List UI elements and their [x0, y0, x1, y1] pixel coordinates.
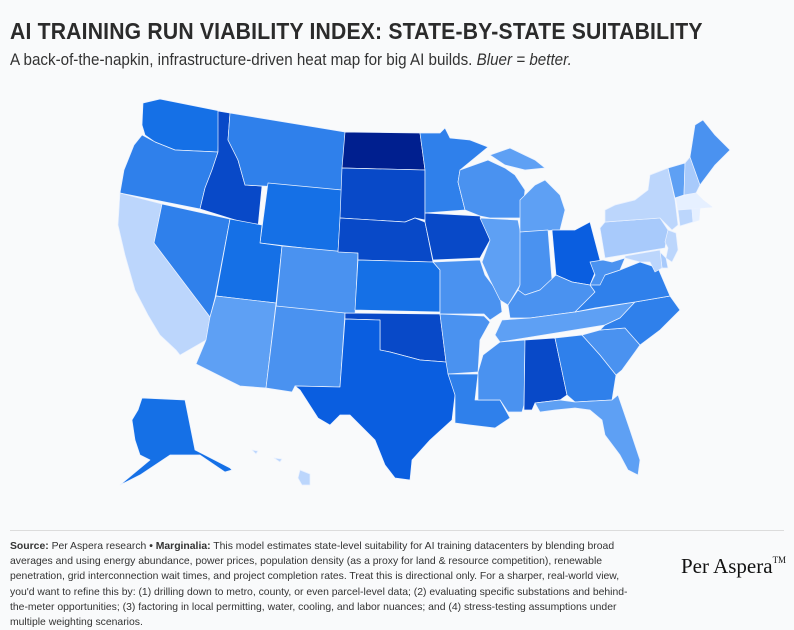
brand-name: Per Aspera: [681, 554, 773, 578]
state-wv[interactable]: [589, 257, 626, 286]
footer-note: Source: Per Aspera research • Marginalia…: [10, 539, 645, 630]
state-me[interactable]: [689, 119, 731, 186]
state-nj[interactable]: [664, 229, 679, 263]
state-tx[interactable]: [294, 318, 456, 481]
state-mi[interactable]: [489, 147, 566, 233]
state-mn[interactable]: [419, 127, 489, 214]
separator: •: [149, 541, 153, 552]
state-co[interactable]: [275, 245, 359, 316]
footer-divider: [10, 530, 784, 531]
state-ar[interactable]: [439, 313, 491, 375]
source-text: Per Aspera research: [51, 541, 147, 552]
state-wi[interactable]: [457, 159, 526, 219]
state-la[interactable]: [447, 373, 511, 429]
state-fl[interactable]: [534, 394, 641, 476]
state-mt[interactable]: [227, 112, 346, 191]
brand-logo: Per AsperaTM: [681, 554, 786, 579]
state-nc[interactable]: [599, 295, 681, 346]
state-ct[interactable]: [677, 208, 694, 227]
state-nh[interactable]: [683, 156, 701, 196]
us-choropleth-map: [117, 98, 731, 486]
state-nd[interactable]: [341, 131, 426, 171]
state-ri[interactable]: [691, 207, 701, 223]
state-hi[interactable]: [251, 449, 311, 486]
subtitle-emphasis: Bluer = better.: [476, 51, 572, 69]
state-ak[interactable]: [119, 397, 233, 486]
state-oh[interactable]: [551, 221, 601, 286]
trademark-mark: TM: [772, 555, 787, 565]
source-label: Source:: [10, 541, 49, 552]
state-md[interactable]: [624, 249, 663, 273]
marginalia-label: Marginalia:: [155, 541, 211, 552]
subtitle-text: A back-of-the-napkin, infrastructure-dri…: [10, 51, 473, 69]
page-subtitle: A back-of-the-napkin, infrastructure-dri…: [10, 51, 572, 70]
marginalia-text: This model estimates state-level suitabi…: [10, 541, 628, 629]
state-mo[interactable]: [432, 259, 503, 321]
state-sd[interactable]: [339, 167, 426, 223]
state-ia[interactable]: [424, 212, 491, 261]
page-title: AI TRAINING RUN VIABILITY INDEX: STATE-B…: [10, 18, 703, 44]
state-wy[interactable]: [259, 182, 343, 253]
state-ks[interactable]: [354, 259, 441, 313]
state-nm[interactable]: [265, 305, 346, 393]
